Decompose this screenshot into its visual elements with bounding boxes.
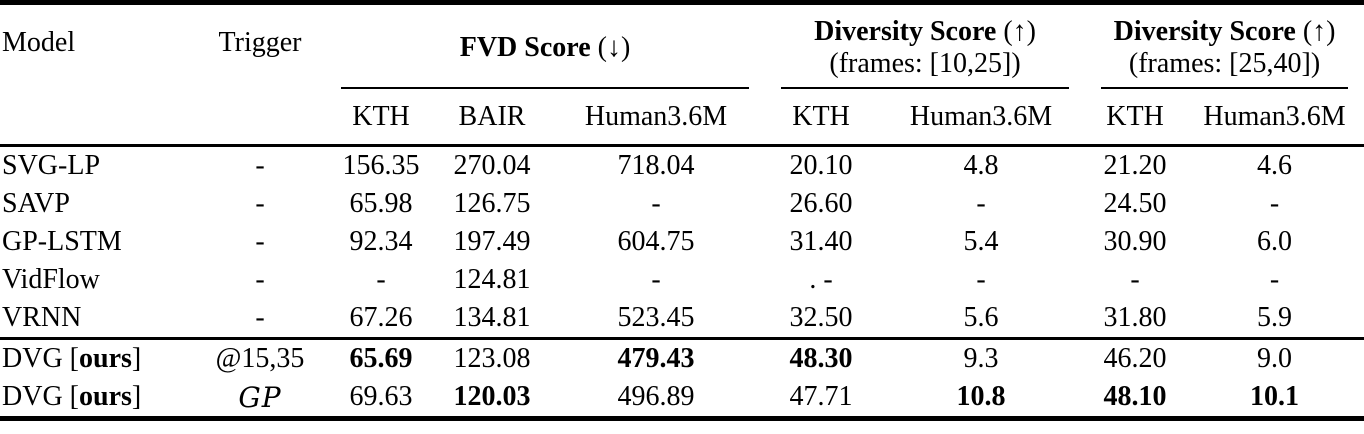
subcolumn-header-kth-fvd: KTH [352, 100, 410, 132]
model-cell: SVG-LP [2, 150, 101, 181]
value-cell: 5.6 [963, 302, 999, 333]
trigger-cell: - [255, 264, 265, 295]
table-header: Model Trigger FVD Score (↓) Diversity Sc… [0, 3, 1364, 146]
table-row: DVG [ours] GP 69.63 120.03 496.89 47.71 10.8 48… [0, 378, 1364, 419]
value-cell: 47.71 [789, 381, 853, 412]
value-cell: - [976, 188, 986, 219]
value-cell: 718.04 [617, 150, 695, 181]
value-cell: 65.98 [349, 188, 413, 219]
value-cell: 67.26 [349, 302, 413, 333]
value-cell: - [1269, 264, 1280, 295]
value-cell: 270.04 [453, 150, 531, 181]
value-cell: 156.35 [342, 150, 420, 181]
value-cell: 69.63 [349, 381, 413, 412]
header-group-row: Model Trigger FVD Score (↓) Diversity Sc… [0, 3, 1364, 90]
value-cell: 20.10 [789, 150, 853, 181]
table-row: VRNN - 67.26 134.81 523.45 32.50 5.6 31.80 5.9 [0, 299, 1364, 339]
group-title: FVD Score (↓) [459, 31, 631, 63]
value-cell: 5.9 [1257, 302, 1293, 333]
table-row: SVG-LP - 156.35 270.04 718.04 20.10 4.8 21.20 4.… [0, 146, 1364, 186]
value-cell: 21.20 [1103, 150, 1167, 181]
value-cell: 5.4 [963, 226, 999, 257]
value-cell: - [651, 188, 661, 219]
value-cell: 48.30 [789, 343, 853, 374]
value-cell: - [376, 264, 386, 295]
value-cell: 197.49 [453, 226, 531, 257]
value-cell: 48.10 [1103, 381, 1167, 412]
group-subtitle: (frames: [25,40]) [1128, 48, 1321, 79]
table-row: GP-LSTM - 92.34 197.49 604.75 31.40 5.4 30.90 6.… [0, 223, 1364, 261]
subcolumn-header-bair-fvd: BAIR [458, 100, 526, 132]
table-row: DVG [ours] @15,35 65.69 123.08 479.43 48.30 9.… [0, 339, 1364, 379]
value-cell: 9.0 [1257, 343, 1293, 374]
group-header-fvd-score: FVD Score (↓) [325, 3, 765, 90]
value-cell: . - [809, 264, 833, 295]
value-cell: 92.34 [349, 226, 413, 257]
column-header-model: Model [2, 27, 76, 58]
value-cell: 496.89 [617, 381, 695, 412]
results-table: Model Trigger FVD Score (↓) Diversity Sc… [0, 0, 1364, 421]
table-row: VidFlow - - 124.81 - . - - - - [0, 261, 1364, 299]
value-cell: 4.6 [1257, 150, 1293, 181]
trigger-cell: - [255, 188, 265, 219]
value-cell: - [1269, 188, 1280, 219]
trigger-cell: @15,35 [215, 343, 305, 374]
model-cell: VidFlow [2, 264, 100, 295]
trigger-cell: - [255, 150, 265, 181]
trigger-cell: - [255, 226, 265, 257]
value-cell: 124.81 [453, 264, 531, 295]
value-cell: 6.0 [1257, 226, 1293, 257]
value-cell: 32.50 [789, 302, 853, 333]
value-cell: 523.45 [617, 302, 695, 333]
group-subtitle: (frames: [10,25]) [829, 48, 1021, 79]
header-sub-row: KTH BAIR Human3.6M KTH Human3.6M KTH Hum… [0, 89, 1364, 146]
model-cell: SAVP [2, 188, 70, 219]
group-header-diversity-10-25: Diversity Score (↑) (frames: [10,25]) [765, 3, 1085, 90]
value-cell: - [1130, 264, 1140, 295]
group-title: Diversity Score (↑) [1113, 16, 1336, 47]
value-cell: 120.03 [453, 381, 531, 412]
group-title: Diversity Score (↑) [814, 16, 1036, 47]
model-cell: DVG [ours] [2, 343, 142, 374]
subcolumn-header-human36m-div2: Human3.6M [1203, 100, 1346, 132]
value-cell: 65.69 [349, 343, 413, 374]
value-cell: 4.8 [963, 150, 999, 181]
value-cell: 24.50 [1103, 188, 1167, 219]
value-cell: 123.08 [453, 343, 531, 374]
value-cell: 604.75 [617, 226, 695, 257]
value-cell: 9.3 [963, 343, 999, 374]
model-cell: DVG [ours] [2, 381, 142, 412]
value-cell: 31.80 [1103, 302, 1167, 333]
value-cell: 10.8 [956, 381, 1006, 412]
value-cell: 479.43 [617, 343, 695, 374]
value-cell: - [976, 264, 986, 295]
subcolumn-header-human36m-fvd: Human3.6M [584, 100, 728, 132]
model-cell: VRNN [2, 302, 82, 333]
subcolumn-header-kth-div2: KTH [1106, 100, 1164, 132]
trigger-cell: GP [238, 380, 282, 414]
value-cell: 10.1 [1250, 381, 1300, 412]
ours-rows: DVG [ours] @15,35 65.69 123.08 479.43 48.30 9.… [0, 338, 1364, 419]
column-header-trigger: Trigger [218, 27, 302, 58]
value-cell: 31.40 [789, 226, 853, 257]
trigger-cell: - [255, 302, 265, 333]
table-row: SAVP - 65.98 126.75 - 26.60 - 24.50 - [0, 185, 1364, 223]
group-header-diversity-25-40: Diversity Score (↑) (frames: [25,40]) [1085, 3, 1364, 90]
value-cell: 26.60 [789, 188, 853, 219]
subcolumn-header-kth-div1: KTH [792, 100, 850, 132]
baseline-rows: SVG-LP - 156.35 270.04 718.04 20.10 4.8 21.20 4.… [0, 146, 1364, 339]
model-cell: GP-LSTM [2, 226, 122, 257]
value-cell: 134.81 [453, 302, 531, 333]
value-cell: 30.90 [1103, 226, 1167, 257]
value-cell: - [651, 264, 661, 295]
value-cell: 126.75 [453, 188, 531, 219]
value-cell: 46.20 [1103, 343, 1167, 374]
subcolumn-header-human36m-div1: Human3.6M [909, 100, 1053, 132]
